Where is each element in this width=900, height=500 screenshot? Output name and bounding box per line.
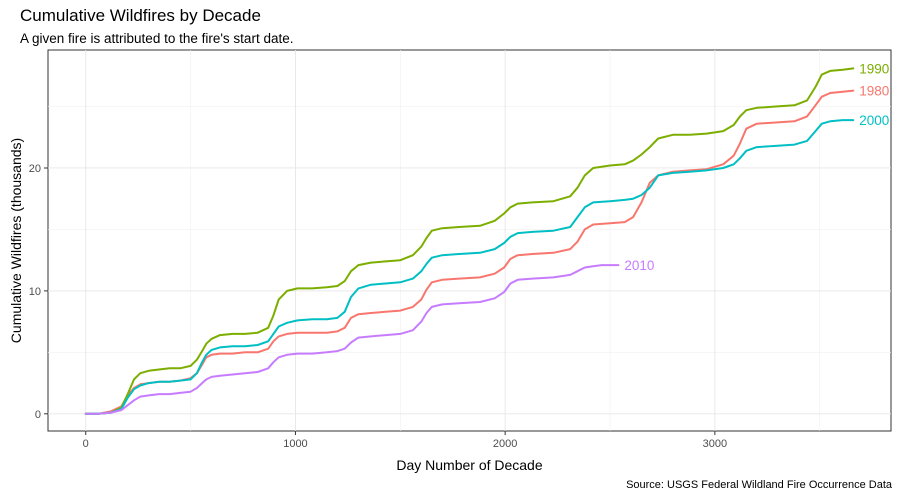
x-tick-label: 0 [83,438,89,450]
chart-caption: Source: USGS Federal Wildland Fire Occur… [626,479,892,491]
chart-title: Cumulative Wildfires by Decade [20,6,261,25]
series-label-2010: 2010 [624,258,654,273]
plot-panel [47,49,892,432]
x-axis-title: Day Number of Decade [396,457,543,473]
y-tick-label: 20 [29,163,41,175]
series-labels: 1980 1990 2000 2010 [624,61,889,273]
series-line-2010 [84,264,620,415]
series-label-1980: 1980 [859,84,889,99]
axis-ticks: 0 1000 2000 3000 0 10 20 [29,163,727,450]
y-tick-label: 0 [35,409,41,421]
x-tick-label: 1000 [283,438,307,450]
x-tick-label: 3000 [703,438,727,450]
y-tick-label: 10 [29,286,41,298]
x-tick-label: 2000 [493,438,517,450]
chart-subtitle: A given fire is attributed to the fire's… [20,31,294,46]
series-label-2000: 2000 [859,113,889,128]
series-lines [84,67,855,415]
y-axis-title: Cumulative Wildfires (thousands) [8,138,24,343]
grid-lines [48,50,891,431]
series-label-1990: 1990 [859,61,889,76]
series-line-2000 [84,119,855,415]
series-line-1990 [84,67,855,415]
